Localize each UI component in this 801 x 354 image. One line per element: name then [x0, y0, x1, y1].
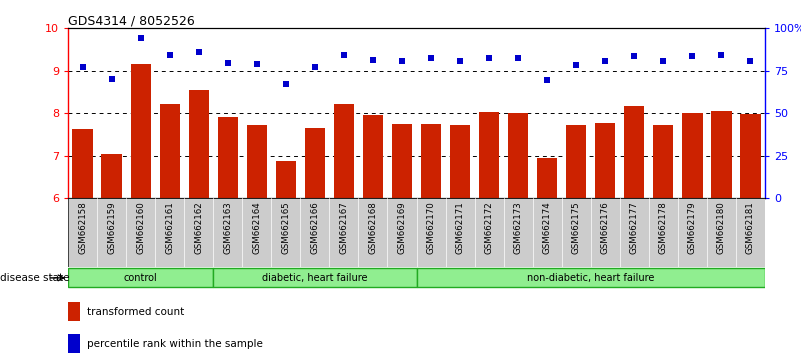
Point [280, 81, 292, 87]
Bar [537, 158, 557, 198]
Point [105, 76, 118, 82]
Bar [102, 154, 122, 198]
Point [512, 55, 525, 61]
Bar [566, 125, 586, 198]
Text: diabetic, heart failure: diabetic, heart failure [262, 273, 368, 283]
Text: GSM662171: GSM662171 [456, 202, 465, 255]
Text: GSM662168: GSM662168 [368, 202, 377, 255]
Text: percentile rank within the sample: percentile rank within the sample [87, 339, 263, 349]
Bar [479, 112, 499, 198]
Bar [72, 130, 93, 198]
Point [453, 58, 466, 64]
Bar [218, 117, 238, 198]
Text: GSM662175: GSM662175 [572, 202, 581, 255]
Text: disease state: disease state [0, 273, 70, 283]
Text: GSM662164: GSM662164 [252, 202, 261, 255]
Point [337, 52, 350, 57]
Point [744, 59, 757, 64]
Bar [304, 128, 325, 198]
Point [483, 55, 496, 61]
Text: GSM662169: GSM662169 [397, 202, 406, 254]
Point [192, 49, 205, 55]
Point [163, 52, 176, 57]
Point [541, 77, 553, 83]
Point [251, 62, 264, 67]
Text: GSM662180: GSM662180 [717, 202, 726, 255]
Text: GSM662161: GSM662161 [165, 202, 174, 255]
Text: GSM662172: GSM662172 [485, 202, 493, 255]
Point [76, 64, 89, 69]
Point [396, 58, 409, 64]
Bar [653, 125, 674, 198]
Text: GDS4314 / 8052526: GDS4314 / 8052526 [68, 14, 195, 27]
Text: GSM662176: GSM662176 [601, 202, 610, 255]
Point [715, 52, 728, 57]
Text: GSM662173: GSM662173 [513, 202, 522, 255]
Point [570, 62, 582, 68]
Point [425, 55, 437, 61]
Bar [159, 104, 180, 198]
Bar [421, 124, 441, 198]
Bar [624, 105, 645, 198]
Bar [417, 268, 765, 287]
Bar [740, 114, 761, 198]
Bar [68, 334, 80, 353]
Point [628, 53, 641, 59]
Text: transformed count: transformed count [87, 307, 184, 317]
Bar [334, 104, 354, 198]
Text: GSM662165: GSM662165 [281, 202, 290, 255]
Text: GSM662177: GSM662177 [630, 202, 638, 255]
Bar [711, 111, 731, 198]
Text: GSM662170: GSM662170 [427, 202, 436, 255]
Bar [392, 124, 413, 198]
Bar [450, 125, 470, 198]
Text: GSM662179: GSM662179 [688, 202, 697, 254]
Text: GSM662181: GSM662181 [746, 202, 755, 255]
Text: GSM662163: GSM662163 [223, 202, 232, 255]
Bar [363, 115, 383, 198]
Text: control: control [124, 273, 158, 283]
Text: GSM662167: GSM662167 [340, 202, 348, 255]
Bar [131, 64, 151, 198]
Text: GSM662166: GSM662166 [311, 202, 320, 255]
Text: GSM662159: GSM662159 [107, 202, 116, 254]
Text: GSM662162: GSM662162 [195, 202, 203, 255]
Bar [68, 302, 80, 321]
Bar [508, 113, 529, 198]
Point [367, 57, 380, 63]
Point [221, 60, 234, 66]
Text: GSM662160: GSM662160 [136, 202, 145, 255]
Bar [247, 125, 267, 198]
Point [308, 64, 321, 70]
Text: non-diabetic, heart failure: non-diabetic, heart failure [527, 273, 654, 283]
Point [686, 53, 698, 59]
Bar [68, 268, 213, 287]
Point [657, 59, 670, 64]
Bar [595, 124, 615, 198]
Bar [213, 268, 417, 287]
Bar [188, 90, 209, 198]
Text: GSM662178: GSM662178 [659, 202, 668, 255]
Point [135, 35, 147, 40]
Bar [682, 113, 702, 198]
Text: GSM662158: GSM662158 [78, 202, 87, 255]
Text: GSM662174: GSM662174 [543, 202, 552, 255]
Point [599, 59, 612, 64]
Bar [276, 161, 296, 198]
